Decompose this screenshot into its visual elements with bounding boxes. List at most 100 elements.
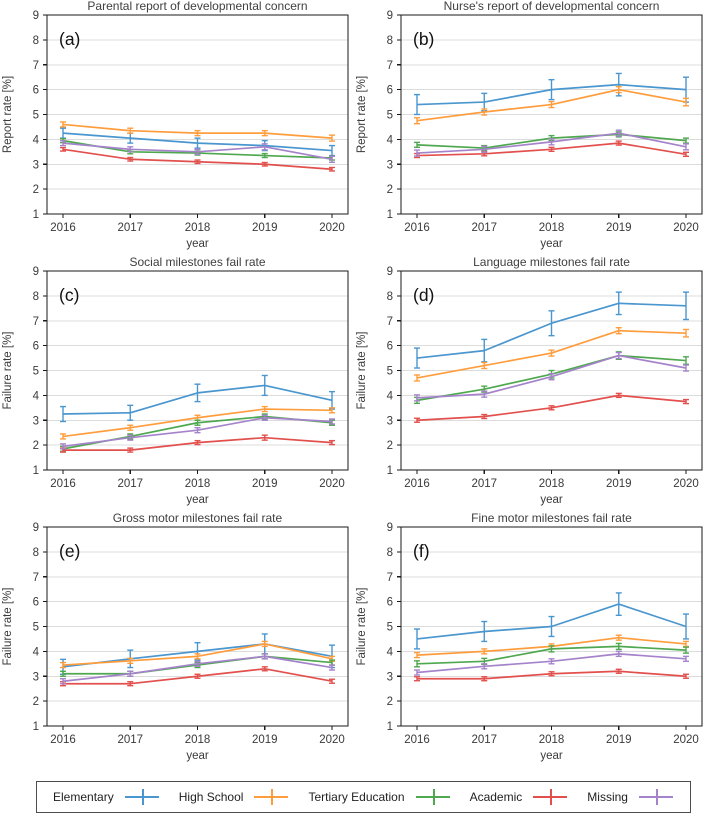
y-tick-label: 2 <box>387 440 393 452</box>
series-academic <box>414 392 689 423</box>
chart-panel-a: 1 2 3 4 5 6 7 8 9 2016 2017 2018 2019 2020 Parental re… <box>0 0 354 256</box>
y-tick-label: 2 <box>387 184 393 196</box>
chart-title: Social milestones fail rate <box>129 256 265 269</box>
y-tick-label: 9 <box>33 10 39 22</box>
y-tick-label: 3 <box>387 415 393 427</box>
series-academic <box>60 434 335 453</box>
x-axis-label: year <box>540 750 563 762</box>
series-tertiary <box>414 131 689 152</box>
y-tick-label: 4 <box>33 646 40 658</box>
chart-panel-d: 1 2 3 4 5 6 7 8 9 2016 2017 2018 2019 2020 Language mi… <box>354 255 708 512</box>
x-tick-label: 2020 <box>319 222 345 234</box>
series-missing <box>414 351 689 402</box>
chart-title: Fine motor milestones fail rate <box>471 512 632 525</box>
figure-grid: 1 2 3 4 5 6 7 8 9 2016 2017 2018 2019 2020 Parental re… <box>0 0 708 768</box>
x-tick-label: 2020 <box>319 478 345 490</box>
chart-title: Language milestones fail rate <box>473 256 630 269</box>
y-tick-label: 1 <box>387 209 393 221</box>
y-tick-label: 4 <box>33 134 40 146</box>
series-line <box>416 142 687 157</box>
series-line <box>62 408 333 438</box>
y-tick-label: 1 <box>387 465 393 477</box>
y-tick-label: 9 <box>33 266 39 278</box>
gridlines <box>401 39 702 190</box>
series-line <box>416 394 687 422</box>
x-tick-label: 2018 <box>539 222 565 234</box>
series-academic <box>60 666 335 687</box>
panel-label: (b) <box>413 29 434 49</box>
series-line <box>62 132 333 152</box>
y-tick-label: 4 <box>387 134 394 146</box>
y-tick-label: 6 <box>33 341 39 353</box>
chart-panel-b: 1 2 3 4 5 6 7 8 9 2016 2017 2018 2019 2020 Nurse's rep… <box>354 0 708 256</box>
series-line <box>62 643 333 666</box>
y-tick-label: 6 <box>33 597 39 609</box>
series-line <box>416 329 687 379</box>
y-tick-label: 1 <box>33 465 39 477</box>
series-academic <box>60 146 335 172</box>
series-line <box>62 416 333 448</box>
legend-label: Academic <box>469 790 523 804</box>
y-tick-label: 7 <box>33 316 39 328</box>
series-line <box>416 603 687 640</box>
x-tick-label: 2018 <box>539 478 565 490</box>
series-line <box>416 354 687 399</box>
chart-panel-f: 1 2 3 4 5 6 7 8 9 2016 2017 2018 2019 2020 Fine motor … <box>354 511 708 768</box>
y-axis-label: Report rate [%] <box>356 76 368 153</box>
chart-panel-c: 1 2 3 4 5 6 7 8 9 2016 2017 2018 2019 2020 Social mile… <box>0 255 354 512</box>
errorbar-marker-icon <box>415 789 450 805</box>
series-line <box>62 384 333 415</box>
y-tick-label: 3 <box>387 159 393 171</box>
chart-c-svg: 1 2 3 4 5 6 7 8 9 2016 2017 2018 2019 2020 Social mile… <box>2 255 349 506</box>
chart-panel-e: 1 2 3 4 5 6 7 8 9 2016 2017 2018 2019 2020 Gross motor… <box>0 511 354 768</box>
y-tick-label: 2 <box>387 696 393 708</box>
y-tick-label: 1 <box>33 721 39 733</box>
errorbar-marker-icon <box>638 789 673 805</box>
chart-f-svg: 1 2 3 4 5 6 7 8 9 2016 2017 2018 2019 2020 Fine motor … <box>356 511 703 762</box>
y-tick-label: 3 <box>33 415 39 427</box>
series-high_school <box>414 327 689 382</box>
x-tick-label: 2019 <box>606 734 632 746</box>
series-line <box>416 133 687 149</box>
x-tick-label: 2019 <box>252 734 278 746</box>
y-tick-label: 5 <box>387 110 393 122</box>
y-tick-label: 7 <box>387 60 393 72</box>
series-line <box>416 88 687 122</box>
x-tick-label: 2016 <box>50 734 76 746</box>
series-line <box>63 436 333 451</box>
y-tick-label: 5 <box>387 366 393 378</box>
x-axis-label: year <box>540 494 563 506</box>
y-tick-label: 8 <box>33 35 39 47</box>
errorbar-marker-icon <box>533 789 568 805</box>
y-tick-label: 6 <box>387 85 393 97</box>
y-tick-label: 8 <box>387 291 393 303</box>
y-tick-label: 6 <box>387 597 393 609</box>
x-tick-label: 2017 <box>471 734 497 746</box>
legend-label: High School <box>178 790 244 804</box>
y-tick-label: 7 <box>387 316 393 328</box>
series-missing <box>414 650 689 676</box>
y-tick-label: 2 <box>33 184 39 196</box>
y-tick-label: 3 <box>387 671 393 683</box>
x-tick-label: 2016 <box>50 478 76 490</box>
x-tick-label: 2016 <box>404 734 430 746</box>
errorbar-marker-icon <box>124 789 159 805</box>
x-tick-label: 2019 <box>606 222 632 234</box>
y-tick-label: 8 <box>387 547 393 559</box>
y-tick-label: 9 <box>33 522 39 534</box>
y-axis-label: Failure rate [%] <box>356 588 368 666</box>
panel-label: (d) <box>413 285 434 305</box>
series-missing <box>60 139 335 163</box>
axis-ticks <box>43 14 333 218</box>
x-tick-label: 2018 <box>185 222 211 234</box>
series-high_school <box>60 121 335 142</box>
series-missing <box>60 414 335 450</box>
x-tick-label: 2017 <box>471 478 497 490</box>
y-tick-label: 4 <box>387 646 394 658</box>
series-high_school <box>414 85 689 125</box>
chart-b-svg: 1 2 3 4 5 6 7 8 9 2016 2017 2018 2019 2020 Nurse's rep… <box>356 0 703 250</box>
x-tick-label: 2019 <box>606 478 632 490</box>
x-axis-label: year <box>186 750 209 762</box>
y-tick-label: 7 <box>387 572 393 584</box>
axis-ticks <box>397 270 687 474</box>
